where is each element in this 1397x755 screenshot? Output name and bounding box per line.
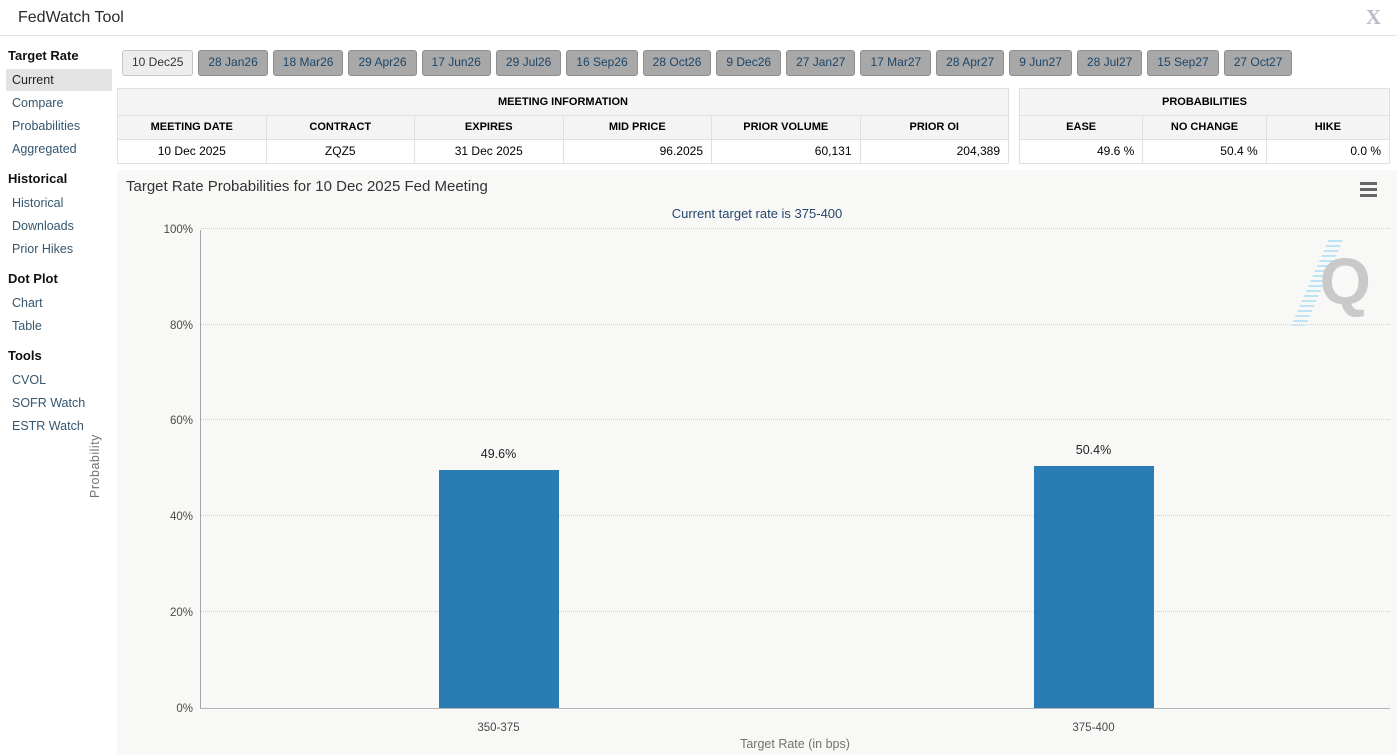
cell-prior-oi: 204,389 bbox=[859, 138, 1009, 164]
sidebar-item-current[interactable]: Current bbox=[6, 69, 112, 91]
bar-value-label: 49.6% bbox=[480, 447, 517, 462]
column-header-prior-oi: PRIOR OI bbox=[859, 114, 1009, 140]
table-title: MEETING INFORMATION bbox=[117, 87, 1009, 116]
gridline bbox=[201, 323, 1390, 325]
sidebar-item-historical[interactable]: Historical bbox=[12, 196, 64, 210]
sidebar-item-probabilities[interactable]: Probabilities bbox=[12, 119, 81, 133]
cell-ease: 49.6 % bbox=[1018, 138, 1144, 164]
gridline bbox=[201, 227, 1390, 229]
sidebar-item-aggregated[interactable]: Aggregated bbox=[12, 142, 77, 156]
plot-area: 0% 20% 40% 60% 80% 100% 49.6% 350-375 50.4% 375-4… bbox=[164, 224, 1390, 734]
y-axis-title: Probability bbox=[88, 433, 102, 498]
tab-27-oct27[interactable]: 27 Oct27 bbox=[1223, 50, 1293, 76]
tab-10-dec25[interactable]: 10 Dec25 bbox=[122, 50, 194, 76]
y-axis-tick: 40% bbox=[169, 511, 193, 524]
tab-17-jun26[interactable]: 17 Jun26 bbox=[421, 50, 491, 76]
y-axis-tick: 20% bbox=[169, 607, 193, 619]
y-axis-tick: 60% bbox=[169, 415, 193, 428]
cell-hike: 0.0 % bbox=[1265, 138, 1391, 164]
chart-panel: Target Rate Probabilities for 10 Dec 202… bbox=[88, 169, 1397, 755]
y-axis-tick: 100% bbox=[163, 223, 193, 236]
x-axis-category: 350-375 bbox=[477, 721, 520, 734]
sidebar-item-compare[interactable]: Compare bbox=[12, 96, 64, 110]
bar-value-label: 50.4% bbox=[1075, 443, 1112, 458]
cell-prior-volume: 60,131 bbox=[711, 138, 861, 164]
chart-area: Current target rate is 375-400 Probabili… bbox=[88, 204, 1397, 751]
sidebar-item-chart[interactable]: Chart bbox=[12, 296, 43, 310]
sidebar-section-historical: Historical bbox=[8, 171, 68, 186]
x-axis-category: 375-400 bbox=[1072, 721, 1115, 734]
gridline bbox=[201, 611, 1390, 612]
probabilities-table: PROBABILITIES EASE NO CHANGE HIKE 49.6 % 50.4… bbox=[1018, 87, 1391, 164]
tab-17-mar27[interactable]: 17 Mar27 bbox=[860, 50, 932, 76]
tab-28-apr27[interactable]: 28 Apr27 bbox=[936, 50, 1005, 76]
table-row: 49.6 % 50.4 % 0.0 % bbox=[1018, 138, 1391, 164]
cell-mid-price: 96.2025 bbox=[562, 138, 712, 164]
tab-29-jul26[interactable]: 29 Jul26 bbox=[495, 50, 562, 76]
column-header-no-change: NO CHANGE bbox=[1142, 114, 1267, 140]
tab-28-oct26[interactable]: 28 Oct26 bbox=[642, 50, 712, 76]
meeting-tabs: 10 Dec25 28 Jan26 18 Mar26 29 Apr26 17 Jun26… bbox=[122, 50, 1397, 76]
tab-16-sep26[interactable]: 16 Sep26 bbox=[566, 50, 638, 76]
cell-expires: 31 Dec 2025 bbox=[414, 138, 564, 164]
titlebar: FedWatch Tool X bbox=[0, 0, 1397, 36]
cell-meeting-date: 10 Dec 2025 bbox=[117, 138, 267, 164]
tab-27-jan27[interactable]: 27 Jan27 bbox=[786, 50, 856, 76]
tab-18-mar26[interactable]: 18 Mar26 bbox=[272, 50, 344, 76]
tab-9-jun27[interactable]: 9 Jun27 bbox=[1009, 50, 1072, 76]
x-axis-title: Target Rate (in bps) bbox=[740, 736, 850, 751]
tab-28-jan26[interactable]: 28 Jan26 bbox=[198, 50, 268, 76]
tab-15-sep27[interactable]: 15 Sep27 bbox=[1147, 50, 1219, 76]
cell-contract: ZQZ5 bbox=[265, 138, 415, 164]
tab-9-dec26[interactable]: 9 Dec26 bbox=[716, 50, 782, 76]
bar-350-375[interactable] bbox=[438, 470, 559, 708]
summary-tables: MEETING INFORMATION MEETING DATE CONTRACT E… bbox=[117, 87, 1391, 164]
sidebar-section-tools: Tools bbox=[8, 348, 42, 363]
sidebar-section-target-rate: Target Rate bbox=[8, 48, 79, 63]
sidebar-item-downloads[interactable]: Downloads bbox=[12, 219, 74, 233]
sidebar-section-dot-plot: Dot Plot bbox=[8, 271, 58, 286]
tab-28-jul27[interactable]: 28 Jul27 bbox=[1076, 50, 1143, 76]
gridline bbox=[201, 419, 1390, 421]
column-header-expires: EXPIRES bbox=[414, 114, 564, 140]
sidebar-item-cvol[interactable]: CVOL bbox=[12, 373, 47, 387]
sidebar-item-table[interactable]: Table bbox=[12, 319, 42, 333]
page-title: FedWatch Tool bbox=[18, 8, 124, 26]
column-header-ease: EASE bbox=[1018, 114, 1144, 140]
column-header-meeting-date: MEETING DATE bbox=[117, 114, 267, 140]
column-header-contract: CONTRACT bbox=[265, 114, 415, 140]
sidebar-item-estr-watch[interactable]: ESTR Watch bbox=[12, 419, 84, 433]
meeting-information-table: MEETING INFORMATION MEETING DATE CONTRACT E… bbox=[117, 87, 1009, 164]
column-header-prior-volume: PRIOR VOLUME bbox=[711, 114, 861, 140]
cell-no-change: 50.4 % bbox=[1142, 138, 1267, 164]
table-title: PROBABILITIES bbox=[1019, 87, 1390, 116]
main-content: 10 Dec25 28 Jan26 18 Mar26 29 Apr26 17 Jun26… bbox=[88, 36, 1397, 755]
gridline bbox=[201, 515, 1390, 517]
chart-title: Target Rate Probabilities for 10 Dec 202… bbox=[126, 177, 488, 195]
bar-375-400[interactable] bbox=[1033, 466, 1154, 708]
tab-29-apr26[interactable]: 29 Apr26 bbox=[348, 50, 417, 76]
sidebar-item-prior-hikes[interactable]: Prior Hikes bbox=[12, 242, 74, 256]
chart-menu-icon[interactable] bbox=[1358, 178, 1379, 201]
chart-subtitle: Current target rate is 375-400 bbox=[671, 205, 843, 221]
close-icon[interactable]: X bbox=[1365, 5, 1381, 29]
sidebar-item-sofr-watch[interactable]: SOFR Watch bbox=[12, 396, 86, 410]
column-header-hike: HIKE bbox=[1265, 114, 1391, 140]
table-row: 10 Dec 2025 ZQZ5 31 Dec 2025 96.2025 60,131 2… bbox=[117, 138, 1009, 164]
y-axis-tick: 0% bbox=[176, 702, 193, 715]
sidebar: Target Rate Current Compare Probabilities Ag… bbox=[0, 36, 117, 755]
y-axis-tick: 80% bbox=[169, 319, 193, 332]
column-header-mid-price: MID PRICE bbox=[562, 114, 712, 140]
